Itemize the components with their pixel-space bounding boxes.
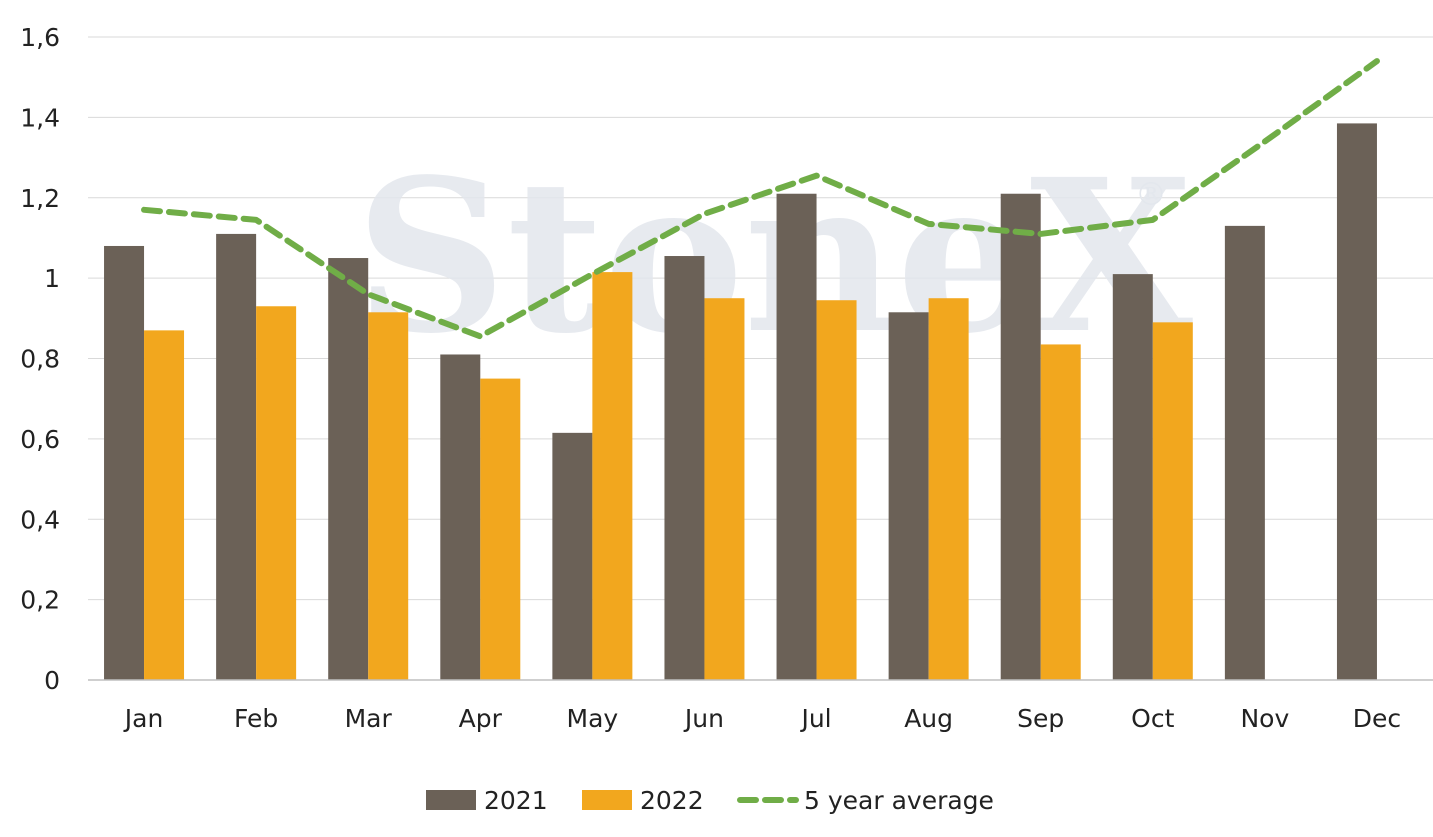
bar-2022-Feb xyxy=(256,306,297,680)
x-tick-label: Jan xyxy=(123,704,164,733)
y-tick-label: 0 xyxy=(44,666,60,695)
legend: 2021 2022 5 year average xyxy=(426,786,994,815)
legend-label: 2022 xyxy=(640,786,704,815)
bar-2022-Jan xyxy=(144,330,185,680)
bars xyxy=(104,123,1377,680)
bar-2021-Dec xyxy=(1336,123,1377,680)
bar-2021-Oct xyxy=(1112,274,1153,680)
axes: 0 0,2 0,4 0,6 0,8 1 1,2 1,4 1,6 Jan Feb Mar Apr May Ju… xyxy=(20,23,1433,733)
x-tick-label: Jun xyxy=(683,704,724,733)
bar-2021-Jan xyxy=(104,245,145,680)
watermark-brand: StoneX xyxy=(355,133,1193,380)
x-tick-label: Feb xyxy=(234,704,278,733)
bar-2022-Jun xyxy=(704,298,745,680)
x-tick-label: Apr xyxy=(459,704,503,733)
bar-2021-Jul xyxy=(776,193,817,680)
y-tick-label: 1 xyxy=(44,264,60,293)
x-tick-label: Aug xyxy=(904,704,953,733)
legend-label: 2021 xyxy=(484,786,548,815)
y-tick-label: 0,4 xyxy=(20,505,60,534)
bar-2022-Mar xyxy=(368,312,409,680)
y-tick-label: 1,6 xyxy=(20,23,60,52)
bar-2021-Aug xyxy=(888,312,929,680)
x-tick-label: Mar xyxy=(345,704,393,733)
bar-2021-Nov xyxy=(1224,225,1265,680)
watermark: StoneX ® xyxy=(355,133,1193,380)
bar-2021-Apr xyxy=(440,354,481,680)
x-tick-label: Oct xyxy=(1131,704,1174,733)
bar-2022-Sep xyxy=(1040,344,1081,680)
y-tick-label: 0,8 xyxy=(20,345,60,374)
bar-2021-Jun xyxy=(664,256,705,680)
bar-2021-Sep xyxy=(1000,193,1041,680)
bar-2021-Feb xyxy=(216,233,257,680)
legend-swatch-2021 xyxy=(426,790,476,810)
y-tick-label: 0,2 xyxy=(20,586,60,615)
bar-2022-Jul xyxy=(816,300,857,680)
bar-2022-May xyxy=(592,272,633,680)
line-series-5-year-average xyxy=(141,58,1380,340)
x-tick-label: Dec xyxy=(1353,704,1401,733)
x-tick-label: Nov xyxy=(1240,704,1289,733)
bar-2022-Oct xyxy=(1152,322,1193,680)
x-tick-label: May xyxy=(567,704,619,733)
legend-label: 5 year average xyxy=(804,786,994,815)
legend-swatch-2022 xyxy=(582,790,632,810)
y-tick-label: 0,6 xyxy=(20,425,60,454)
watermark-registered-mark: ® xyxy=(1135,175,1167,213)
x-tick-label: Sep xyxy=(1017,704,1064,733)
bar-2021-Mar xyxy=(328,258,369,680)
bar-2021-May xyxy=(552,432,593,680)
bar-2022-Apr xyxy=(480,378,521,680)
average-line xyxy=(141,58,1380,340)
y-tick-label: 1,4 xyxy=(20,103,60,132)
x-tick-label: Jul xyxy=(799,704,831,733)
y-tick-label: 1,2 xyxy=(20,184,60,213)
bar-2022-Aug xyxy=(928,298,969,680)
